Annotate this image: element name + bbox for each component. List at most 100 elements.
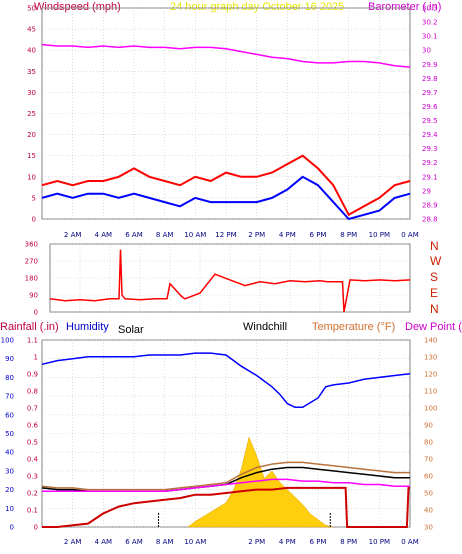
series-solar	[186, 436, 334, 528]
humidity-tick-label: 20	[5, 486, 14, 494]
direction-tick-label: 360	[25, 241, 38, 249]
x-tick-label: 2 PM	[248, 231, 265, 239]
temperature-tick-label: 80	[424, 439, 433, 447]
temperature-tick-label: 110	[424, 388, 437, 396]
windspeed-tick-label: 15	[27, 152, 36, 160]
rainfall-tick-label: 0.9	[27, 371, 38, 379]
x-tick-label: 4 PM	[279, 538, 296, 546]
barometer-tick-label: 30	[422, 47, 431, 55]
rainfall-tick-label: 0.5	[27, 439, 38, 447]
x-tick-label: 10 PM	[369, 231, 390, 239]
direction-tick-label: 0	[34, 309, 38, 317]
x-tick-label: 8 PM	[340, 538, 357, 546]
barometer-tick-label: 28.8	[422, 216, 438, 224]
x-tick-label: 12 PM	[215, 231, 236, 239]
series-temperature-f	[41, 461, 410, 491]
temperature-tick-label: 140	[424, 337, 437, 345]
humidity-tick-label: 90	[5, 355, 14, 363]
temperature-tick-label: 30	[424, 524, 433, 532]
windspeed-tick-label: 0	[32, 216, 36, 224]
series-wind-direction	[49, 249, 411, 313]
x-tick-label: 4 AM	[95, 231, 113, 239]
direction-tick-label: 90	[29, 292, 38, 300]
humidity-tick-label: 100	[1, 337, 14, 345]
barometer-tick-label: 30.2	[422, 19, 438, 27]
x-tick-label: 8 AM	[156, 231, 174, 239]
windspeed-axis-label: Windspeed (mph)	[34, 1, 121, 13]
rainfall-legend: Rainfall (.in)	[0, 321, 59, 333]
compass-n-top: N	[430, 239, 439, 253]
series-barometer-in	[41, 43, 411, 68]
rainfall-tick-label: 1	[34, 354, 38, 362]
windspeed-tick-label: 45	[27, 26, 36, 34]
x-tick-label: 10 PM	[369, 538, 390, 546]
x-tick-label: 0 AM	[401, 231, 419, 239]
rainfall-tick-label: 0.7	[27, 405, 38, 413]
windspeed-tick-label: 5	[32, 194, 36, 202]
humidity-legend: Humidity	[66, 321, 109, 333]
windspeed-tick-label: 20	[27, 131, 36, 139]
rainfall-tick-label: 0.8	[27, 388, 38, 396]
humidity-tick-label: 70	[5, 393, 14, 401]
x-tick-label: 6 PM	[310, 231, 327, 239]
barometer-tick-label: 29	[422, 187, 431, 195]
humidity-tick-label: 10	[5, 505, 14, 513]
x-tick-label: 6 AM	[125, 538, 143, 546]
windspeed-tick-label: 10	[27, 173, 36, 181]
x-tick-label: 10 AM	[184, 538, 206, 546]
dewpoint-legend: Dew Point (°F)	[405, 321, 462, 333]
rainfall-tick-label: 1.1	[27, 337, 38, 345]
temperature-tick-label: 120	[424, 371, 437, 379]
x-tick-label: 4 AM	[95, 538, 113, 546]
series-wind-gust	[41, 154, 411, 217]
barometer-tick-label: 29.1	[422, 173, 438, 181]
direction-tick-label: 180	[25, 275, 38, 283]
series-wind-average	[41, 175, 411, 221]
compass-w: W	[430, 254, 442, 268]
compass-e: E	[430, 286, 439, 300]
x-tick-label: 6 PM	[310, 538, 327, 546]
windspeed-tick-label: 50	[27, 5, 36, 13]
barometer-tick-label: 29.6	[422, 103, 438, 111]
windspeed-tick-label: 35	[27, 68, 36, 76]
barometer-tick-label: 30.1	[422, 33, 438, 41]
humidity-tick-label: 0	[10, 524, 14, 532]
series-humidity	[41, 352, 411, 409]
solar-legend: Solar	[118, 324, 144, 336]
temperature-tick-label: 90	[424, 422, 433, 430]
x-tick-label: 8 PM	[340, 231, 357, 239]
x-tick-label: 2 AM	[64, 231, 82, 239]
x-tick-label: 10 AM	[184, 231, 206, 239]
humidity-tick-label: 30	[5, 467, 14, 475]
compass-s: S	[430, 270, 439, 284]
x-tick-label: 0 AM	[401, 538, 419, 546]
windspeed-tick-label: 30	[27, 89, 36, 97]
temperature-tick-label: 60	[424, 473, 433, 481]
x-tick-label: 6 AM	[125, 231, 143, 239]
barometer-tick-label: 29.9	[422, 61, 438, 69]
temperature-tick-label: 70	[424, 456, 433, 464]
temperature-tick-label: 130	[424, 354, 437, 362]
x-tick-label: 2 AM	[64, 538, 82, 546]
temperature-tick-label: 40	[424, 507, 433, 515]
x-tick-label: 2 PM	[248, 538, 265, 546]
humidity-tick-label: 40	[5, 449, 14, 457]
rainfall-tick-label: 0.2	[27, 490, 38, 498]
barometer-tick-label: 29.3	[422, 145, 438, 153]
rainfall-tick-label: 0.3	[27, 473, 38, 481]
windchill-legend: Windchill	[243, 321, 288, 333]
temperature-tick-label: 50	[424, 490, 433, 498]
temperature-legend: Temperature (°F)	[312, 321, 396, 333]
windspeed-tick-label: 25	[27, 110, 36, 118]
barometer-tick-label: 29.5	[422, 117, 438, 125]
barometer-axis-label: Barometer (.in)	[368, 1, 442, 13]
x-tick-label: 4 PM	[279, 231, 296, 239]
windspeed-tick-label: 40	[27, 47, 36, 55]
barometer-tick-label: 29.2	[422, 159, 438, 167]
direction-tick-label: 270	[25, 258, 38, 266]
rainfall-tick-label: 0.1	[27, 507, 38, 515]
barometer-tick-label: 30.3	[422, 5, 438, 13]
x-tick-label: 8 AM	[156, 538, 174, 546]
